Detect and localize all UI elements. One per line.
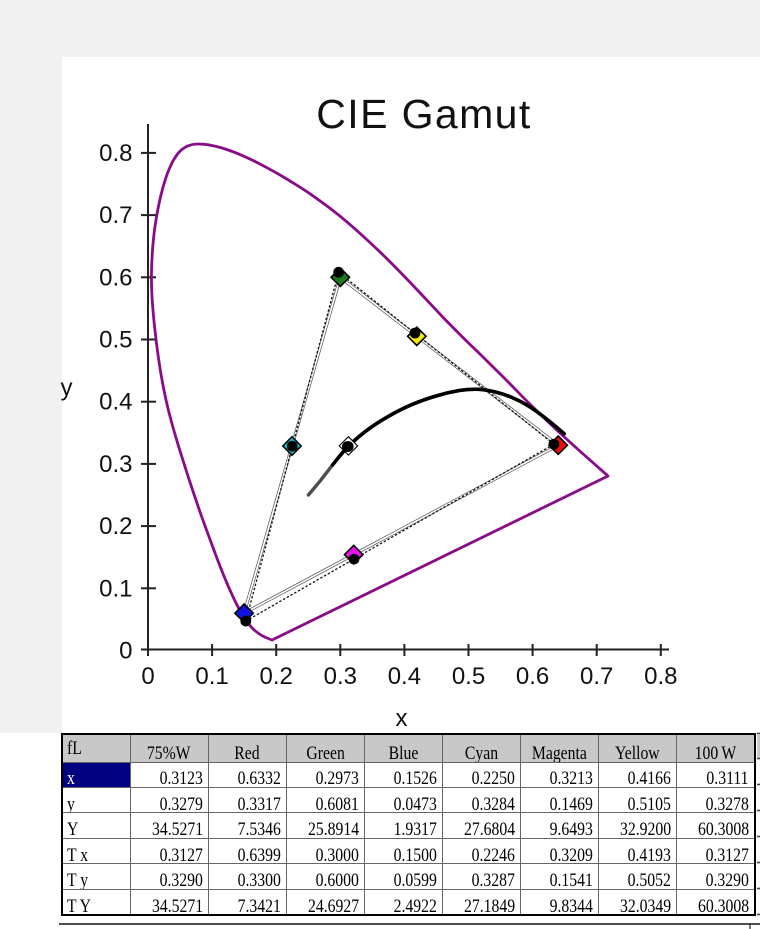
svg-text:0: 0 [141, 663, 154, 690]
svg-text:0.5: 0.5 [99, 327, 132, 354]
svg-text:0.1: 0.1 [195, 663, 228, 690]
svg-text:0.1: 0.1 [99, 575, 132, 602]
svg-text:0.2: 0.2 [260, 663, 293, 690]
svg-text:0.3: 0.3 [99, 451, 132, 478]
svg-text:0.7: 0.7 [580, 663, 613, 690]
svg-text:0.6: 0.6 [516, 663, 549, 690]
svg-text:0.4: 0.4 [388, 663, 421, 690]
svg-text:0.4: 0.4 [99, 389, 132, 416]
svg-text:0.7: 0.7 [99, 202, 132, 229]
svg-text:y: y [61, 375, 73, 402]
svg-text:CIE Gamut: CIE Gamut [316, 91, 531, 137]
svg-text:0.8: 0.8 [644, 663, 677, 690]
svg-text:0.6: 0.6 [99, 264, 132, 291]
svg-text:0.5: 0.5 [452, 663, 485, 690]
svg-text:0.3: 0.3 [324, 663, 357, 690]
svg-text:0.8: 0.8 [99, 140, 132, 167]
svg-text:0.2: 0.2 [99, 513, 132, 540]
svg-text:0: 0 [119, 638, 132, 665]
svg-text:x: x [396, 705, 408, 732]
